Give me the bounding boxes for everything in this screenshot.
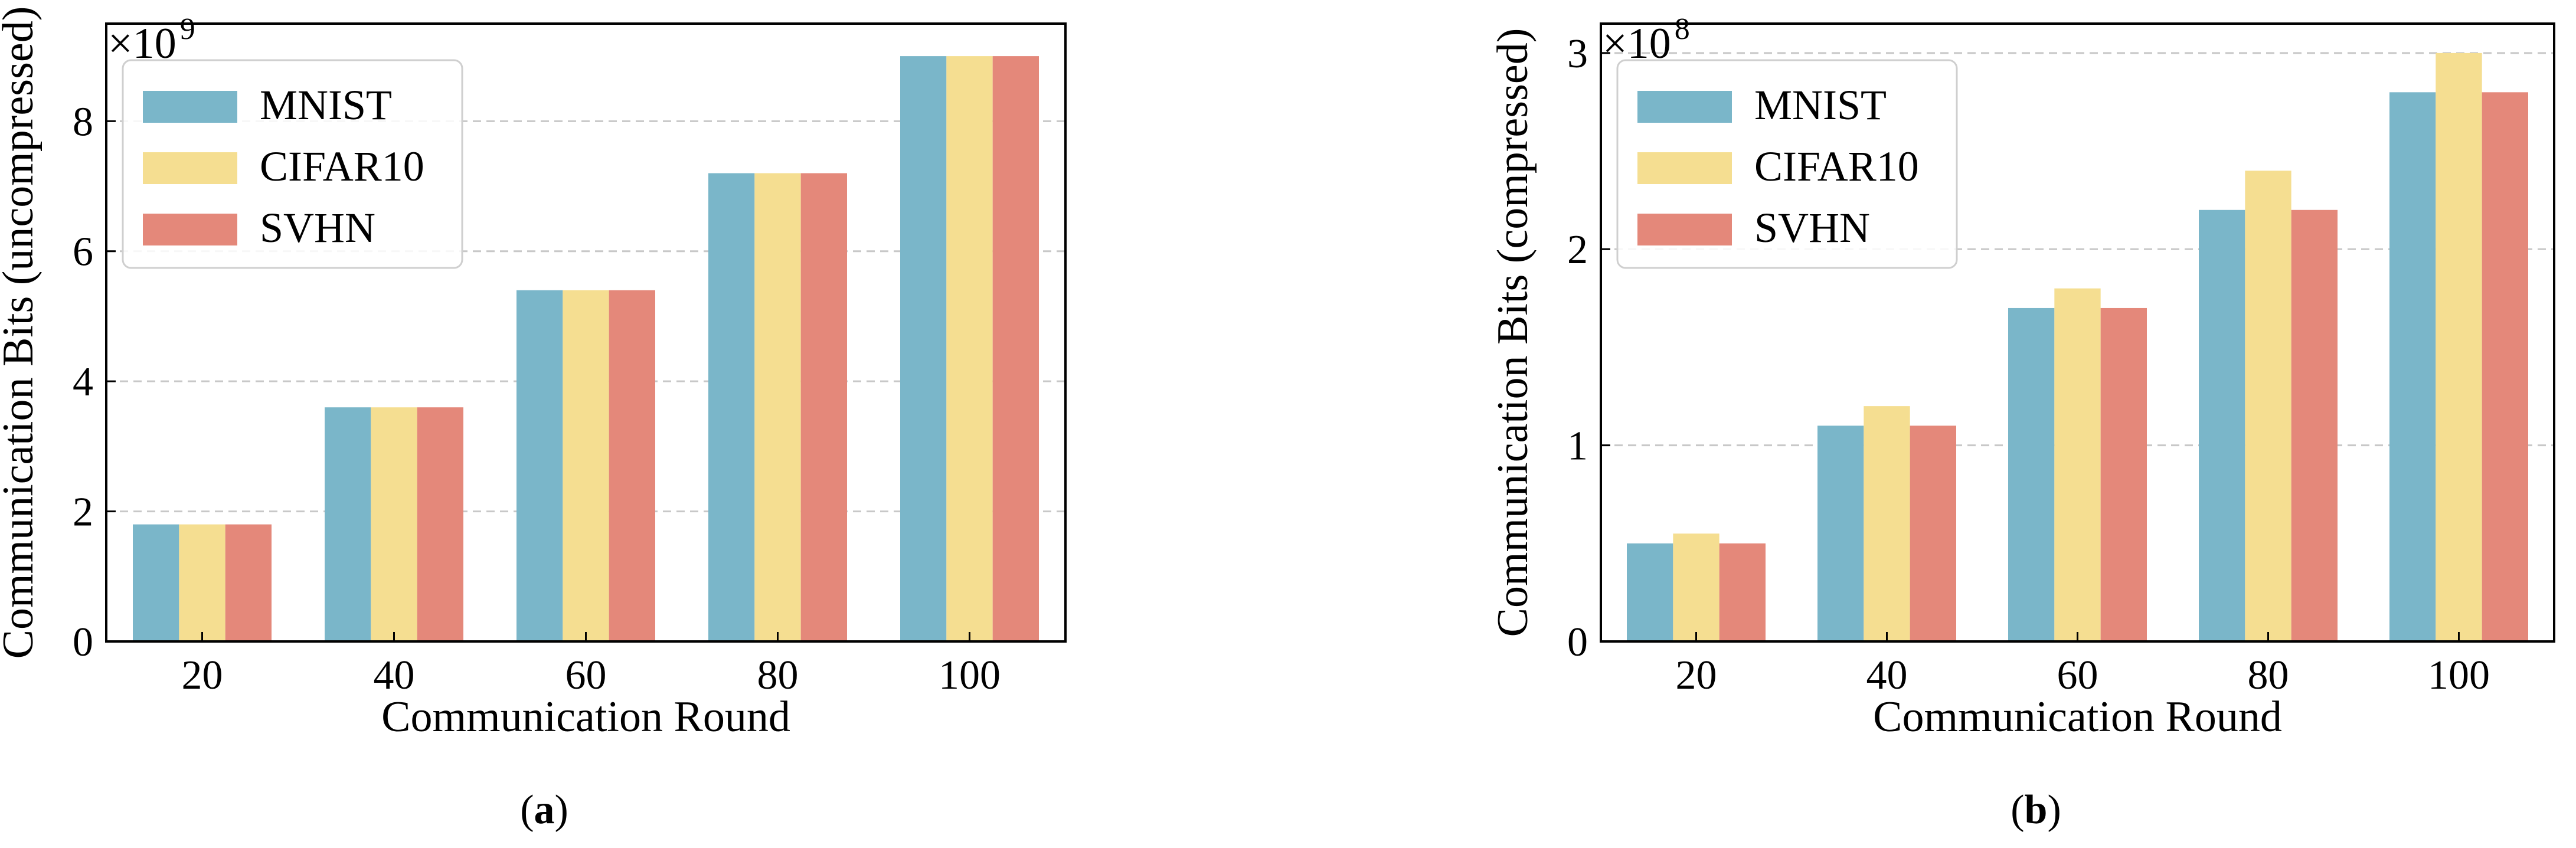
x-tick-label: 80 <box>757 653 799 698</box>
bar-svhn-100 <box>2482 92 2528 642</box>
bar-cifar10-100 <box>2436 53 2482 642</box>
bar-mnist-20 <box>1627 543 1673 641</box>
x-tick-label: 80 <box>2248 653 2289 698</box>
legend-swatch-svhn <box>1637 214 1732 245</box>
x-axis-label: Communication Round <box>1873 693 2282 741</box>
bar-cifar10-20 <box>1673 533 1719 641</box>
x-tick-label: 40 <box>1866 653 1908 698</box>
panel-caption: (a) <box>520 787 568 833</box>
bar-svhn-60 <box>609 290 655 641</box>
legend: MNIST CIFAR10 SVHN <box>122 59 463 269</box>
legend-label-mnist: MNIST <box>260 81 392 129</box>
bar-cifar10-60 <box>563 290 609 641</box>
x-tick-label: 20 <box>182 653 223 698</box>
x-tick-label: 60 <box>2057 653 2098 698</box>
bar-svhn-40 <box>417 407 463 641</box>
bar-mnist-40 <box>325 407 371 641</box>
y-tick-label: 3 <box>1567 31 1588 77</box>
legend-swatch-cifar10 <box>1637 152 1732 184</box>
bar-svhn-20 <box>1719 543 1766 641</box>
y-tick-label: 0 <box>73 620 93 665</box>
y-tick-label: 2 <box>73 490 93 535</box>
y-tick-label: 4 <box>73 359 93 405</box>
bar-mnist-40 <box>1817 425 1864 641</box>
legend-label-mnist: MNIST <box>1754 81 1887 129</box>
bar-mnist-80 <box>2199 209 2245 641</box>
x-tick-label: 100 <box>939 653 1001 698</box>
y-tick-label: 0 <box>1567 620 1588 665</box>
legend-label-cifar10: CIFAR10 <box>260 143 424 190</box>
bar-mnist-60 <box>2008 307 2055 641</box>
y-tick-label: 6 <box>73 230 93 275</box>
legend-label-svhn: SVHN <box>260 204 375 251</box>
bar-cifar10-100 <box>946 56 993 641</box>
bar-svhn-100 <box>992 56 1039 641</box>
legend-label-cifar10: CIFAR10 <box>1754 143 1919 190</box>
panel-caption: (b) <box>2011 787 2061 833</box>
x-tick-label: 20 <box>1676 653 1717 698</box>
legend-label-svhn: SVHN <box>1754 204 1870 251</box>
legend-swatch-svhn <box>143 214 237 245</box>
y-axis-label: Communication Bits (compressed) <box>1489 28 1537 637</box>
bar-svhn-20 <box>225 524 272 641</box>
bar-cifar10-60 <box>2054 288 2101 641</box>
bar-mnist-60 <box>516 290 563 641</box>
bar-cifar10-40 <box>1864 406 1910 641</box>
bar-cifar10-80 <box>754 173 801 641</box>
legend-swatch-mnist <box>143 91 237 123</box>
bar-svhn-80 <box>800 173 847 641</box>
bar-svhn-60 <box>2100 307 2147 641</box>
bar-mnist-20 <box>133 524 179 641</box>
x-tick-label: 60 <box>565 653 607 698</box>
y-tick-label: 2 <box>1567 227 1588 273</box>
chart-b: 0 1 2 3 20 40 60 80 100 Communication Round Commun… <box>1489 12 2555 833</box>
bar-mnist-100 <box>2389 92 2436 642</box>
x-axis-label: Communication Round <box>381 693 790 741</box>
chart-a: 0 2 4 6 8 20 40 60 80 100 Communication Round Commu… <box>0 6 1067 833</box>
bar-cifar10-20 <box>179 524 225 641</box>
bar-cifar10-80 <box>2245 171 2291 641</box>
y-tick-label: 1 <box>1567 424 1588 469</box>
y-tick-label: 8 <box>73 99 93 145</box>
x-tick-label: 40 <box>374 653 415 698</box>
bar-svhn-80 <box>2291 209 2338 641</box>
bar-mnist-80 <box>708 173 755 641</box>
y-axis-label: Communication Bits (uncompressed) <box>0 6 43 659</box>
bar-mnist-100 <box>900 56 947 641</box>
x-tick-label: 100 <box>2428 653 2490 698</box>
legend-swatch-mnist <box>1637 91 1732 123</box>
bar-cifar10-40 <box>371 407 417 641</box>
legend-swatch-cifar10 <box>143 152 237 184</box>
legend: MNIST CIFAR10 SVHN <box>1616 59 1958 269</box>
bar-svhn-40 <box>1910 425 1956 641</box>
